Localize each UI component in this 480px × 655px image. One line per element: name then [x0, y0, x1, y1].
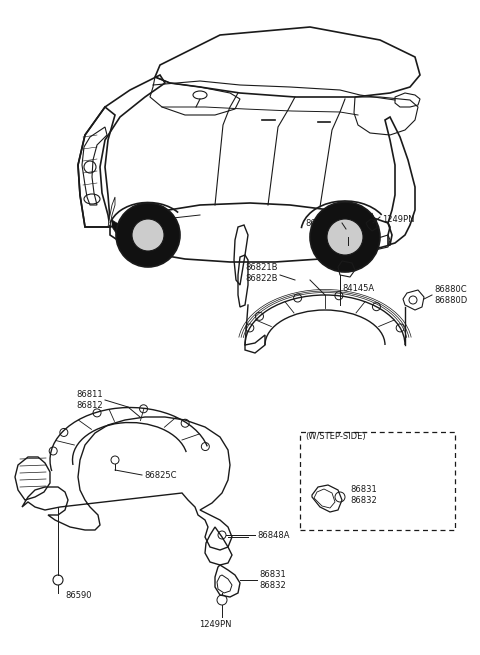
Circle shape — [116, 203, 180, 267]
Polygon shape — [108, 197, 115, 227]
Text: 86848A: 86848A — [305, 219, 338, 227]
Text: 84145A: 84145A — [342, 284, 374, 293]
Text: 86590: 86590 — [65, 591, 92, 599]
Text: 86831
86832: 86831 86832 — [259, 571, 286, 590]
Text: 86880C
86880D: 86880C 86880D — [434, 286, 467, 305]
Text: 86831
86832: 86831 86832 — [350, 485, 377, 505]
Circle shape — [327, 219, 363, 255]
Text: 86811
86812: 86811 86812 — [76, 390, 103, 409]
Text: 86848A: 86848A — [257, 531, 289, 540]
Text: 1249PN: 1249PN — [199, 620, 231, 629]
Circle shape — [310, 202, 380, 272]
Text: 86821B
86822B: 86821B 86822B — [245, 263, 278, 283]
Text: 1249PN: 1249PN — [382, 214, 415, 223]
Text: 86825C: 86825C — [144, 470, 177, 479]
Text: 86590: 86590 — [350, 230, 376, 239]
Polygon shape — [315, 213, 375, 233]
Polygon shape — [112, 220, 145, 233]
Text: (W/STEP-SIDE): (W/STEP-SIDE) — [305, 432, 366, 441]
Circle shape — [132, 219, 164, 251]
